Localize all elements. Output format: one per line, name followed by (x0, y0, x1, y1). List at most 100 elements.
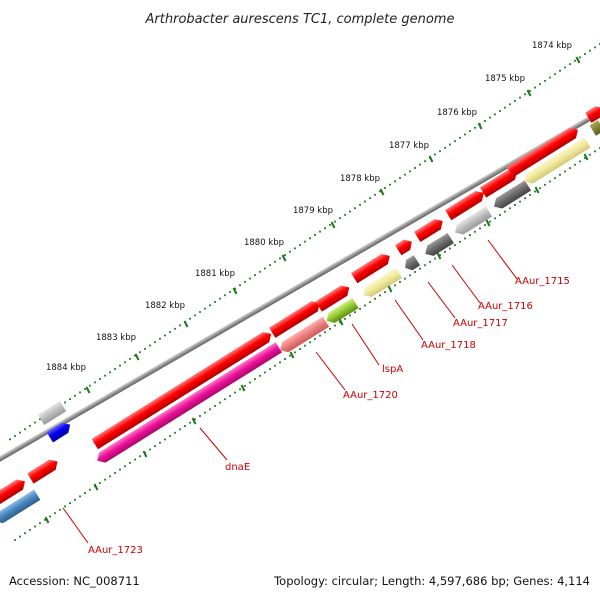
ruler-dot (204, 307, 206, 310)
ruler-dot (254, 274, 256, 277)
inner-ruler-dot (474, 230, 476, 233)
ruler-dot (544, 79, 546, 82)
inner-ruler-dot (449, 247, 451, 250)
ruler-tick-label: 1875 kbp (485, 74, 525, 84)
inner-ruler-dot (384, 291, 386, 293)
callout-line (351, 323, 380, 366)
inner-ruler-dot (329, 328, 331, 330)
AAur_1717-gene (405, 255, 421, 271)
ruler-dot (19, 431, 21, 434)
ruler-dot (474, 126, 476, 129)
inner-ruler-dot (404, 277, 406, 280)
inner-ruler-dot (319, 334, 321, 337)
inner-ruler-dot (59, 508, 61, 511)
inner-ruler-dot (124, 465, 126, 468)
inner-ruler-dot (424, 264, 426, 267)
ruler-dot (74, 394, 76, 397)
ruler-dot (324, 227, 326, 230)
inner-ruler-dot (419, 267, 421, 270)
ruler-dot (329, 224, 331, 226)
ruler-dot (299, 244, 301, 246)
inner-ruler-dot (514, 204, 516, 206)
inner-ruler-dot (34, 525, 36, 528)
ruler-dot (539, 83, 541, 86)
ruler-dot (459, 136, 461, 139)
ruler-dot (384, 187, 386, 189)
inner-ruler-dot (454, 244, 456, 247)
ruler-dot (564, 66, 566, 69)
gene-callouts: AAur_1715 AAur_1716 AAur_1717 AAur_1718 lspA… (62, 239, 570, 556)
ruler-dot (419, 163, 421, 166)
ruler-dot (149, 344, 151, 347)
inner-ruler-dot (134, 458, 136, 461)
ruler-tick-label: 1882 kbp (145, 301, 185, 311)
inner-ruler-dot (394, 284, 396, 287)
forward-gene (91, 331, 272, 450)
inner-ruler-dot (239, 388, 241, 391)
inner-ruler-dot (264, 371, 266, 374)
inner-ruler-dot (109, 475, 111, 478)
ruler-dot (489, 116, 491, 119)
callout-line (451, 264, 481, 304)
ruler-dot (229, 291, 231, 293)
inner-ruler-tick (289, 351, 295, 359)
inner-ruler-dot (24, 532, 26, 535)
inner-ruler-dot (89, 488, 91, 491)
ruler-dot (514, 100, 516, 102)
inner-ruler-tick (338, 318, 344, 326)
inner-ruler-dot (29, 529, 31, 531)
ruler-dot (554, 73, 556, 76)
dnaE-gene (97, 342, 282, 463)
ruler-dot (79, 391, 81, 394)
ruler-dot (119, 364, 121, 367)
inner-ruler-dot (309, 341, 311, 344)
ruler-tick-label: 1874 kbp (532, 41, 572, 51)
inner-ruler-dot (69, 502, 71, 504)
ruler-dot (39, 418, 41, 421)
inner-ruler-dot (359, 307, 361, 310)
ruler-dot (279, 257, 281, 260)
inner-ruler-dot (594, 150, 596, 153)
inner-ruler-dot (489, 220, 491, 223)
map-title: Arthrobacter aurescens TC1, complete gen… (145, 12, 455, 27)
ruler-dot (179, 324, 181, 327)
ruler-tick-label: 1877 kbp (389, 141, 429, 151)
inner-ruler (14, 147, 600, 541)
ruler-dot (144, 347, 146, 350)
AAur_1715-gene (455, 206, 493, 235)
forward-gene (414, 219, 443, 243)
ruler-tick-label: 1880 kbp (244, 238, 284, 248)
forward-gene (445, 190, 484, 221)
inner-ruler-dot (354, 311, 356, 314)
inner-ruler-tick (583, 153, 589, 161)
ruler-major-tick (526, 89, 532, 97)
inner-ruler-dot (279, 361, 281, 364)
ruler-dot (174, 327, 176, 330)
ruler-dot (109, 371, 111, 374)
ruler-dot (14, 435, 16, 437)
AAur_1720-gene (280, 316, 330, 353)
inner-ruler-dot (349, 314, 351, 317)
inner-ruler-dot (194, 418, 196, 421)
outer-gene (589, 120, 600, 136)
ruler-dot (304, 240, 306, 243)
inner-ruler-tick (387, 285, 393, 293)
ruler-dot (319, 230, 321, 233)
inner-ruler-dot (509, 207, 511, 210)
ruler-dot (209, 304, 211, 307)
outer-features (37, 120, 600, 443)
ruler-dot (259, 270, 261, 273)
ruler-dot (464, 133, 466, 136)
inner-ruler-dot (84, 492, 86, 494)
inner-ruler-dot (409, 274, 411, 277)
inner-ruler-dot (129, 462, 131, 464)
inner-ruler-dot (214, 405, 216, 407)
ruler-dot (484, 120, 486, 122)
genome-backbone (0, 107, 600, 493)
inner-ruler-dot (159, 441, 161, 444)
ruler-dot (524, 93, 526, 96)
forward-gene (27, 459, 58, 484)
ruler-dot (9, 438, 11, 441)
ruler-tick-label: 1883 kbp (96, 333, 136, 343)
